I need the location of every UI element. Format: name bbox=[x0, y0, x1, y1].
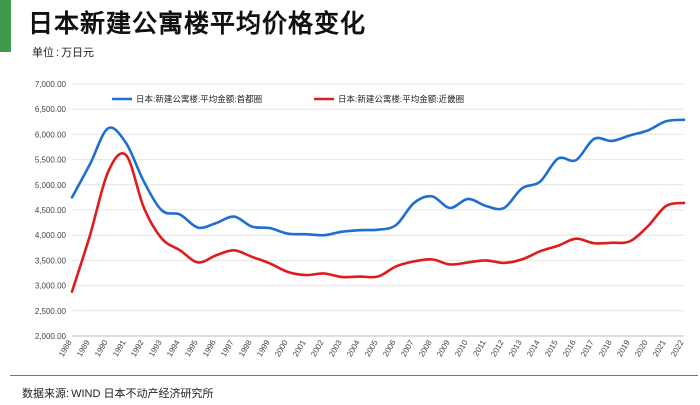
x-tick-label: 2018 bbox=[597, 338, 614, 358]
x-tick-label: 2022 bbox=[669, 338, 686, 358]
x-tick-label: 2016 bbox=[561, 338, 578, 358]
unit-label: 单位: 万日元 bbox=[32, 44, 94, 60]
x-tick-label: 2015 bbox=[543, 338, 560, 358]
x-tick-label: 1994 bbox=[165, 338, 182, 358]
series-line-capital bbox=[70, 118, 686, 237]
x-tick-label: 1997 bbox=[219, 338, 236, 358]
legend-label: 日本:新建公寓楼:平均金额:近畿圈 bbox=[338, 94, 464, 104]
y-tick-label: 5,000.00 bbox=[35, 181, 67, 190]
x-tick-label: 2021 bbox=[651, 338, 668, 358]
x-tick-label: 2010 bbox=[453, 338, 470, 358]
x-tick-label: 1990 bbox=[93, 338, 110, 358]
x-tick-label: 2008 bbox=[417, 338, 434, 358]
x-tick-label: 2006 bbox=[381, 338, 398, 358]
x-tick-label: 1998 bbox=[237, 338, 254, 358]
x-tick-label: 2011 bbox=[471, 338, 488, 358]
x-tick-label: 1992 bbox=[129, 338, 146, 358]
page-title: 日本新建公寓楼平均价格变化 bbox=[28, 10, 367, 38]
y-tick-label: 2,500.00 bbox=[35, 307, 67, 316]
y-tick-label: 3,000.00 bbox=[35, 282, 67, 291]
x-tick-label: 2002 bbox=[309, 338, 326, 358]
x-tick-label: 1989 bbox=[75, 338, 92, 358]
legend-label: 日本:新建公寓楼:平均金额:首都圈 bbox=[136, 94, 262, 104]
x-tick-label: 2001 bbox=[291, 338, 308, 358]
x-tick-label: 1999 bbox=[255, 338, 272, 358]
title-accent-bar bbox=[0, 0, 11, 52]
x-tick-label: 1988 bbox=[57, 338, 74, 358]
x-tick-label: 2003 bbox=[327, 338, 344, 358]
x-tick-label: 2019 bbox=[615, 338, 632, 358]
x-tick-label: 1995 bbox=[183, 338, 200, 358]
x-tick-label: 2009 bbox=[435, 338, 452, 358]
unit-label-text: 单位 bbox=[32, 47, 54, 59]
x-tick-label: 1996 bbox=[201, 338, 218, 358]
x-tick-label: 2017 bbox=[579, 338, 596, 358]
unit-value: 万日元 bbox=[61, 47, 95, 59]
x-tick-label: 1993 bbox=[147, 338, 164, 358]
source-value: WIND 日本不动产经济研究所 bbox=[71, 388, 214, 400]
y-tick-label: 5,500.00 bbox=[35, 156, 67, 165]
x-tick-label: 2012 bbox=[489, 338, 506, 358]
y-tick-label: 4,000.00 bbox=[35, 231, 67, 240]
data-source: 数据来源: WIND 日本不动产经济研究所 bbox=[22, 385, 213, 401]
x-tick-label: 2005 bbox=[363, 338, 380, 358]
x-tick-label: 2007 bbox=[399, 338, 416, 358]
x-tick-label: 2014 bbox=[525, 338, 542, 358]
y-tick-label: 6,500.00 bbox=[35, 105, 67, 114]
x-tick-label: 2020 bbox=[633, 338, 650, 358]
y-tick-label: 7,000.00 bbox=[35, 80, 67, 89]
footer-divider bbox=[10, 375, 698, 376]
source-label: 数据来源: bbox=[22, 388, 70, 400]
y-tick-label: 3,500.00 bbox=[35, 256, 67, 265]
y-tick-label: 2,000.00 bbox=[35, 332, 67, 341]
y-tick-label: 4,500.00 bbox=[35, 206, 67, 215]
x-tick-label: 2004 bbox=[345, 338, 362, 358]
x-tick-label: 2000 bbox=[273, 338, 290, 358]
unit-separator: : bbox=[56, 47, 60, 59]
x-tick-label: 1991 bbox=[111, 338, 128, 358]
series-line-kinki bbox=[70, 152, 686, 293]
y-tick-label: 6,000.00 bbox=[35, 130, 67, 139]
x-tick-label: 2013 bbox=[507, 338, 524, 358]
